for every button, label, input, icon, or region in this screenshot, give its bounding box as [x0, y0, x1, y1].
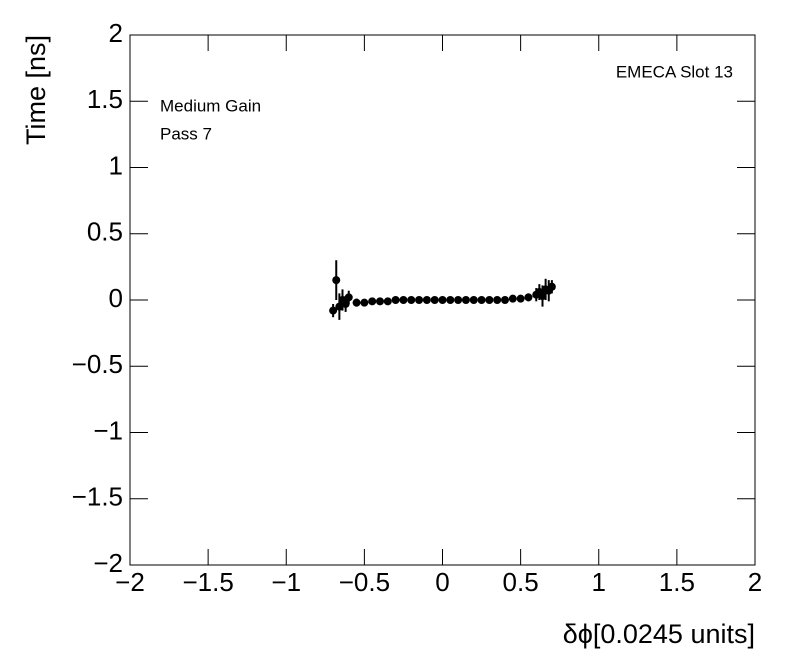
- point: [485, 296, 494, 304]
- point: [516, 294, 525, 303]
- point: [399, 296, 408, 304]
- point: [335, 302, 344, 311]
- y-tick-label: 2: [109, 18, 123, 48]
- point: [422, 296, 431, 304]
- point: [383, 297, 392, 306]
- y-tick-label: 0.5: [87, 217, 123, 247]
- x-tick-label: −1.5: [182, 567, 233, 597]
- point: [407, 296, 416, 304]
- x-axis-title: δϕ[0.0245 units]: [563, 619, 755, 649]
- y-tick-label: 1.5: [87, 84, 123, 114]
- point: [329, 306, 338, 315]
- point: [524, 293, 533, 302]
- x-tick-label: −2: [115, 567, 145, 597]
- point: [477, 296, 486, 304]
- x-tick-label: −0.5: [339, 567, 390, 597]
- annotation: Pass 7: [160, 124, 212, 143]
- x-tick-label: −1: [271, 567, 301, 597]
- point: [430, 296, 439, 304]
- annotation: Medium Gain: [160, 96, 261, 115]
- point: [352, 298, 361, 307]
- point: [446, 296, 455, 304]
- point: [391, 296, 400, 304]
- point: [341, 299, 350, 308]
- x-tick-label: 0.5: [503, 567, 539, 597]
- point: [376, 297, 384, 306]
- point: [454, 296, 463, 304]
- point: [332, 276, 341, 285]
- x-tick-label: 2: [748, 567, 762, 597]
- point: [438, 296, 447, 304]
- x-tick-label: 0: [435, 567, 449, 597]
- point: [538, 292, 547, 301]
- point: [493, 296, 502, 304]
- point: [501, 296, 509, 304]
- point: [368, 297, 377, 306]
- x-tick-label: 1: [592, 567, 606, 597]
- y-tick-label: −1: [93, 415, 123, 445]
- point: [469, 296, 478, 304]
- chart-title: EMECA Slot 13: [616, 62, 733, 81]
- y-tick-label: 1: [109, 150, 123, 180]
- point: [360, 298, 369, 307]
- point: [547, 282, 556, 291]
- y-tick-label: −2: [93, 548, 123, 578]
- y-tick-label: −0.5: [72, 349, 123, 379]
- y-tick-label: 0: [109, 283, 123, 313]
- point: [461, 296, 470, 304]
- point: [344, 293, 353, 302]
- y-axis-title: Time [ns]: [21, 35, 51, 145]
- point: [508, 294, 517, 303]
- point: [415, 296, 424, 304]
- y-tick-label: −1.5: [72, 482, 123, 512]
- x-tick-label: 1.5: [659, 567, 695, 597]
